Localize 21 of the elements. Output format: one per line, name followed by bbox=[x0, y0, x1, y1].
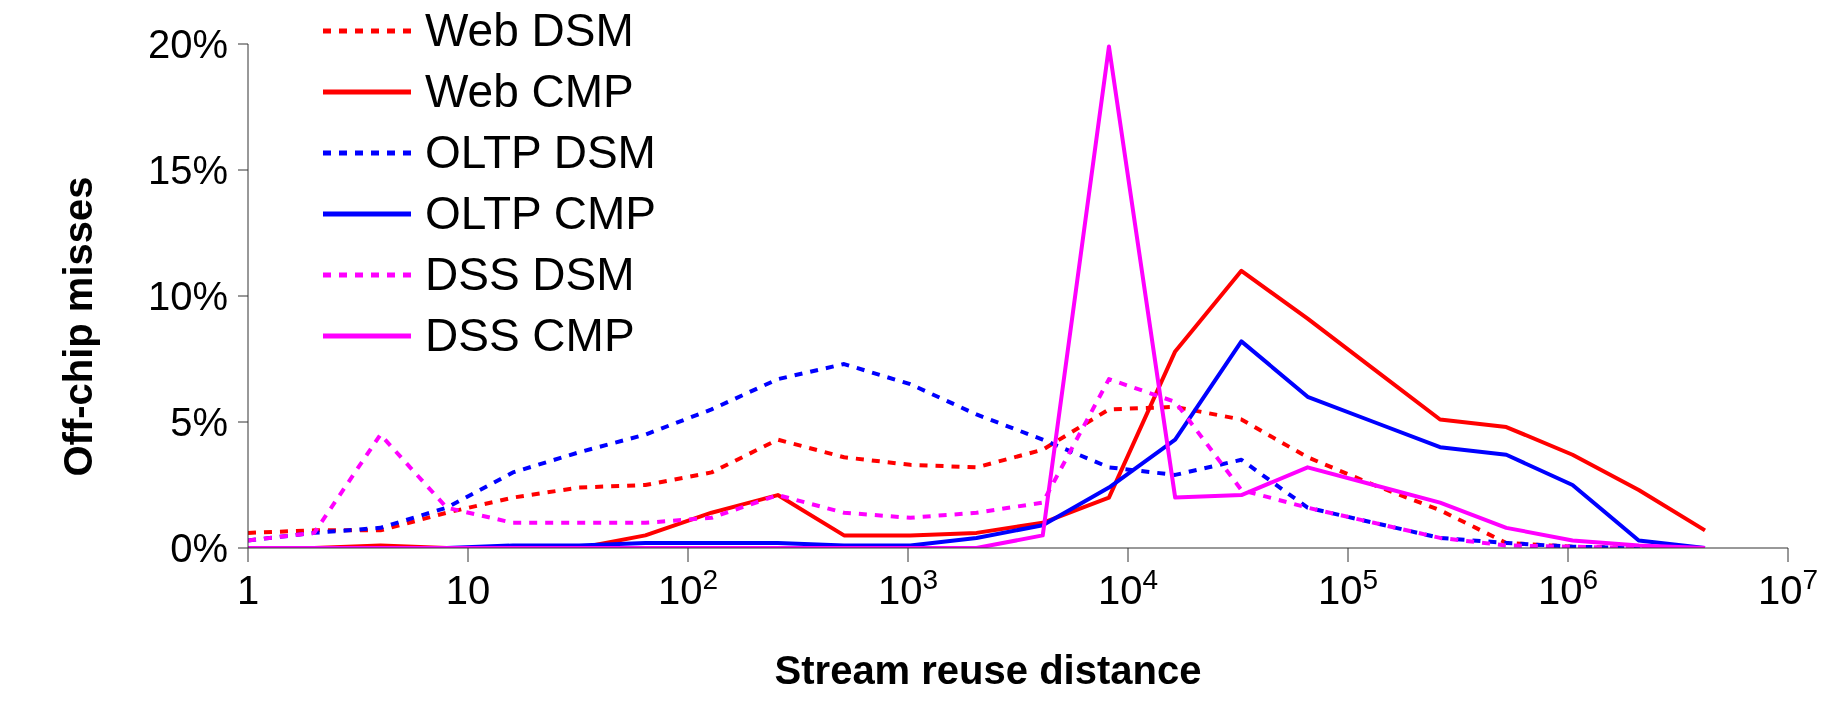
legend-label: OLTP DSM bbox=[425, 125, 656, 180]
x-tick-label: 10$^{3}$ bbox=[877, 563, 939, 612]
x-tick-label: 10$^{6}$ bbox=[1537, 563, 1599, 612]
legend-label: Web CMP bbox=[425, 64, 634, 119]
legend-label: DSS DSM bbox=[425, 247, 635, 302]
x-tick-label: 10$^{4}$ bbox=[1097, 563, 1159, 612]
legend-label: OLTP CMP bbox=[425, 186, 656, 241]
x-tick-label: 10$^{7}$ bbox=[1757, 563, 1819, 612]
x-axis-title: Stream reuse distance bbox=[773, 648, 1203, 693]
legend-label: DSS CMP bbox=[425, 308, 635, 363]
y-tick-label: 0% bbox=[170, 526, 228, 570]
y-tick-label: 15% bbox=[147, 148, 228, 192]
x-tick-label: 1 bbox=[236, 568, 260, 612]
y-tick-label: 10% bbox=[147, 274, 228, 318]
legend-label: Web DSM bbox=[425, 3, 634, 58]
x-tick-label: 10$^{5}$ bbox=[1317, 563, 1379, 612]
x-tick-label: 10$^{2}$ bbox=[657, 563, 719, 612]
x-tick-label: 10 bbox=[445, 568, 491, 612]
y-tick-label: 5% bbox=[170, 400, 228, 444]
y-tick-label: 20% bbox=[147, 22, 228, 66]
y-axis-title: Off-chip misses bbox=[55, 175, 101, 477]
